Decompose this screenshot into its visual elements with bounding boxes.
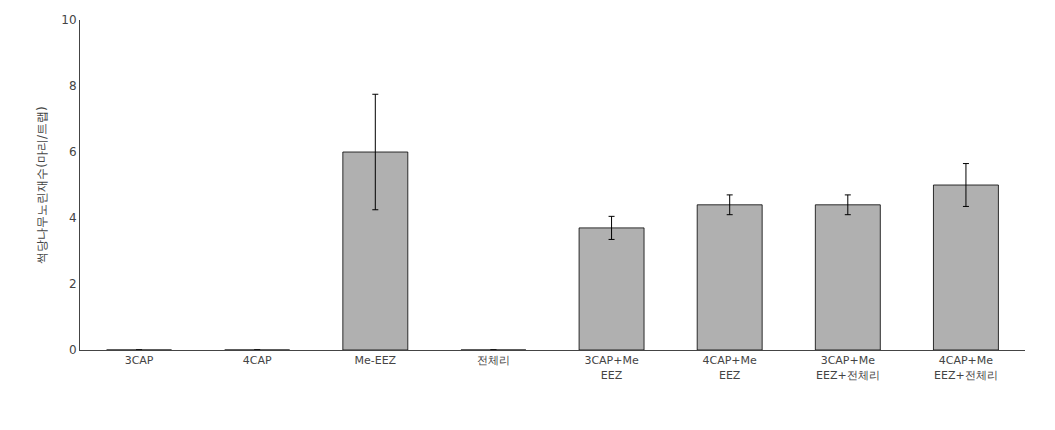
- svg-text:3CAP: 3CAP: [125, 354, 154, 367]
- svg-text:3CAP+MeEEZ+전체리: 3CAP+MeEEZ+전체리: [816, 354, 880, 381]
- svg-text:4CAP: 4CAP: [243, 354, 272, 367]
- svg-text:전체리: 전체리: [477, 354, 510, 367]
- svg-text:2: 2: [69, 277, 77, 291]
- svg-text:4CAP+MeEEZ+전체리: 4CAP+MeEEZ+전체리: [934, 354, 998, 381]
- svg-text:4: 4: [69, 211, 77, 225]
- svg-text:썩당나무노린재수(마리/트랩): 썩당나무노린재수(마리/트랩): [35, 106, 49, 263]
- svg-text:3CAP+MeEEZ: 3CAP+MeEEZ: [584, 354, 639, 381]
- svg-text:0: 0: [69, 343, 77, 357]
- svg-text:10: 10: [61, 13, 76, 27]
- svg-text:Me-EEZ: Me-EEZ: [354, 354, 396, 367]
- svg-text:4CAP+MeEEZ: 4CAP+MeEEZ: [703, 354, 758, 381]
- svg-text:8: 8: [69, 79, 77, 93]
- svg-text:6: 6: [69, 145, 77, 159]
